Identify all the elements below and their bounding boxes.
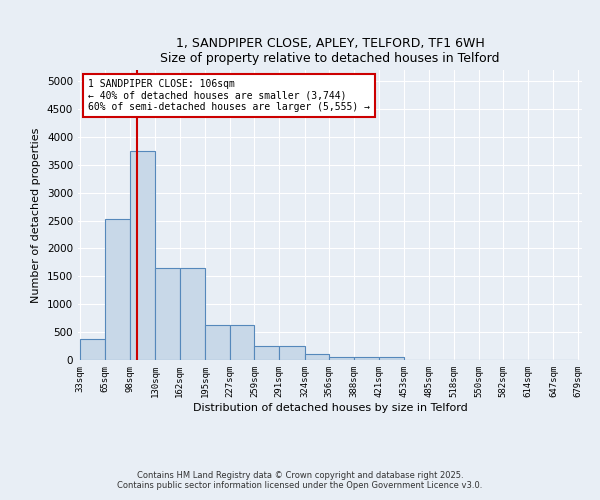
Bar — [105, 219, 130, 360]
Bar — [279, 346, 305, 360]
Title: 1, SANDPIPER CLOSE, APLEY, TELFORD, TF1 6WH
Size of property relative to detache: 1, SANDPIPER CLOSE, APLEY, TELFORD, TF1 … — [160, 36, 500, 64]
Text: 1 SANDPIPER CLOSE: 106sqm
← 40% of detached houses are smaller (3,744)
60% of se: 1 SANDPIPER CLOSE: 106sqm ← 40% of detac… — [88, 78, 370, 112]
Bar — [254, 346, 279, 360]
Bar — [130, 151, 155, 360]
Bar — [354, 357, 379, 360]
Bar — [180, 268, 205, 360]
Bar — [205, 325, 230, 360]
Y-axis label: Number of detached properties: Number of detached properties — [31, 128, 41, 302]
X-axis label: Distribution of detached houses by size in Telford: Distribution of detached houses by size … — [193, 402, 467, 412]
Bar — [155, 268, 180, 360]
Bar — [329, 357, 354, 360]
Text: Contains HM Land Registry data © Crown copyright and database right 2025.
Contai: Contains HM Land Registry data © Crown c… — [118, 470, 482, 490]
Bar — [379, 357, 404, 360]
Bar — [230, 325, 254, 360]
Bar — [80, 339, 105, 360]
Bar — [305, 354, 329, 360]
